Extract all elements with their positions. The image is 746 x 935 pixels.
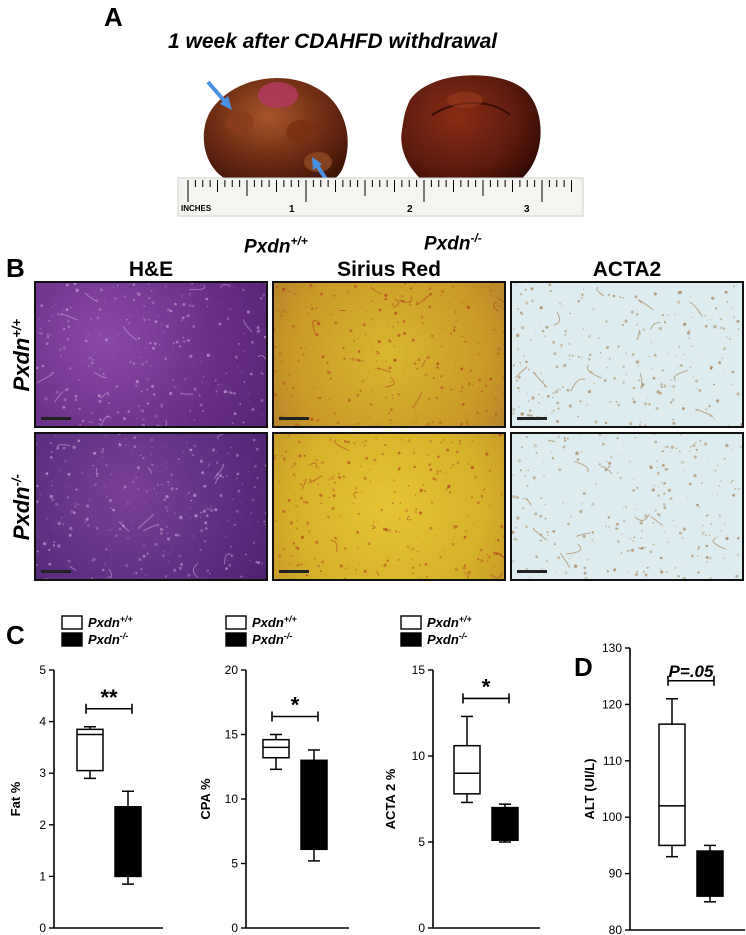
y-tick-label: 0 — [39, 921, 46, 935]
stain-title-sirius-red: Sirius Red — [337, 258, 441, 281]
legend-label-wt: Pxdn+/+ — [88, 614, 134, 630]
ruler-mark-2: 2 — [407, 204, 413, 215]
y-tick-label: 15 — [225, 728, 239, 742]
box-wt — [658, 698, 686, 858]
arrow-icon — [312, 157, 322, 170]
y-tick-label: 1 — [39, 869, 46, 883]
histology-acta2-wt — [510, 281, 744, 428]
box-ko — [300, 749, 328, 862]
y-tick-label: 100 — [602, 810, 622, 824]
legend-swatch-ko — [61, 632, 83, 647]
y-tick-label: 130 — [602, 641, 622, 655]
ruler-mark-1: 1 — [289, 204, 295, 215]
panel-b-letter: B — [6, 253, 25, 283]
significance-label: * — [291, 693, 300, 718]
y-tick-label: 3 — [39, 766, 46, 780]
box-iqr — [453, 744, 481, 795]
chart-acta2: 0 5 10 15 ACTA 2 % * Pxdn+/+Pxdn-/- — [383, 614, 540, 935]
panel-a-letter: A — [104, 2, 123, 32]
y-tick-label: 20 — [225, 663, 239, 677]
row-label-ko: Pxdn-/- — [8, 474, 35, 541]
histology-he-ko — [34, 432, 268, 581]
y-tick-label: 5 — [418, 835, 425, 849]
box-ko — [114, 790, 142, 885]
row-label-wt: Pxdn+/+ — [8, 318, 35, 392]
y-tick-label: 4 — [39, 715, 46, 729]
y-tick-label: 110 — [603, 754, 622, 768]
legend: Pxdn+/+Pxdn-/- — [225, 614, 298, 647]
box-wt — [76, 726, 104, 780]
chart-alt: 80 90 100 110 120 130 ALT (UI/L) P=.05 — [582, 641, 745, 935]
y-tick-label: 120 — [602, 697, 622, 711]
significance-label: P=.05 — [669, 662, 714, 681]
y-tick-label: 80 — [609, 923, 623, 935]
y-tick-label: 10 — [412, 749, 426, 763]
box-wt — [262, 733, 290, 771]
legend-swatch-ko — [225, 632, 247, 647]
histology-sirius-wt — [272, 281, 506, 428]
ruler — [177, 177, 584, 217]
y-axis-label: CPA % — [198, 778, 213, 820]
significance-label: ** — [100, 685, 118, 710]
panel-a-title: 1 week after CDAHFD withdrawal — [168, 30, 498, 53]
y-tick-label: 5 — [231, 857, 238, 871]
legend-swatch-wt — [400, 615, 422, 630]
box-iqr — [76, 728, 104, 772]
y-tick-label: 2 — [39, 818, 46, 832]
y-tick-label: 5 — [39, 663, 46, 677]
stain-title-acta2: ACTA2 — [592, 258, 662, 281]
histology-sirius-ko — [272, 432, 506, 581]
chart-cpa: 0 5 10 15 20 CPA % * Pxdn+/+Pxdn-/- — [198, 614, 349, 935]
liver-ko-photo — [401, 75, 541, 196]
box-wt — [453, 715, 481, 804]
ruler-unit-label: INCHES — [181, 204, 212, 213]
significance-label: * — [482, 674, 491, 699]
y-tick-label: 90 — [609, 867, 623, 881]
y-tick-label: 10 — [225, 792, 239, 806]
box-iqr — [114, 805, 142, 878]
histology-acta2-ko — [510, 432, 744, 581]
y-axis-label: ACTA 2 % — [383, 768, 398, 829]
liver-wt-photo — [203, 78, 348, 188]
y-axis-label: ALT (UI/L) — [582, 758, 597, 819]
y-tick-label: 0 — [231, 921, 238, 935]
genotype-label-wt: Pxdn+/+ — [244, 234, 308, 258]
legend-label-ko: Pxdn-/- — [427, 631, 467, 647]
legend-swatch-wt — [225, 615, 247, 630]
legend-label-ko: Pxdn-/- — [252, 631, 292, 647]
box-ko — [491, 803, 519, 843]
genotype-label-ko: Pxdn-/- — [424, 231, 482, 255]
legend-label-wt: Pxdn+/+ — [427, 614, 473, 630]
liver-photographs — [177, 75, 584, 217]
legend-swatch-ko — [400, 632, 422, 647]
box-iqr — [658, 723, 686, 847]
box-ko — [696, 844, 724, 903]
panel-c-letter: C — [6, 620, 25, 650]
stain-title-he: H&E — [128, 258, 174, 281]
y-tick-label: 0 — [418, 921, 425, 935]
y-tick-label: 15 — [412, 663, 426, 677]
panel-d-letter: D — [574, 652, 593, 682]
y-axis-label: Fat % — [8, 781, 23, 816]
legend: Pxdn+/+Pxdn-/- — [400, 614, 473, 647]
legend-label-wt: Pxdn+/+ — [252, 614, 298, 630]
box-iqr — [300, 759, 328, 851]
chart-fat: 0 1 2 3 4 5 Fat % ** Pxdn+/+Pxdn-/- — [8, 614, 163, 935]
legend-swatch-wt — [61, 615, 83, 630]
box-iqr — [262, 738, 290, 759]
arrow-icon — [220, 96, 232, 110]
ruler-mark-3: 3 — [524, 204, 530, 215]
legend-label-ko: Pxdn-/- — [88, 631, 128, 647]
legend: Pxdn+/+Pxdn-/- — [61, 614, 134, 647]
box-iqr — [491, 806, 519, 842]
histology-he-wt — [34, 281, 268, 428]
